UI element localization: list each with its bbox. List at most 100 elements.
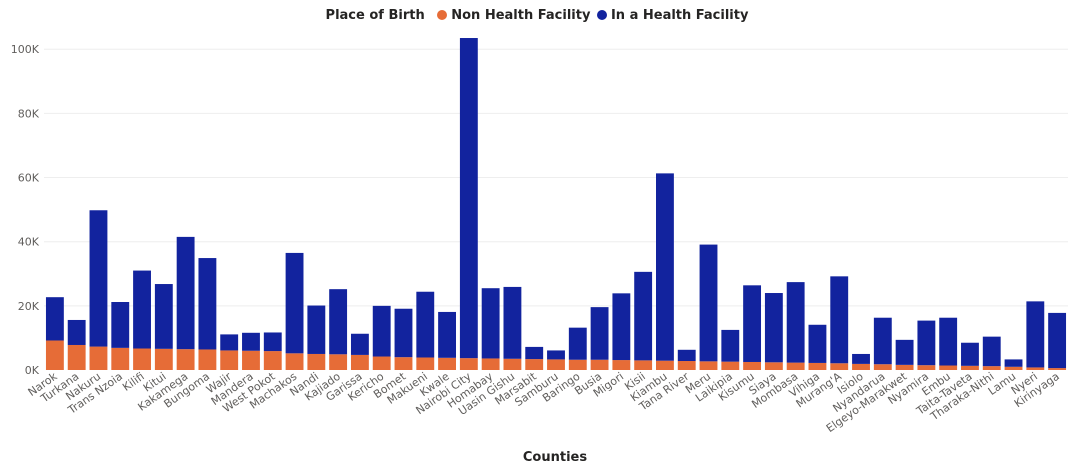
bar-non-health-facility-kericho[interactable] [372, 356, 391, 370]
bar-in-a-health-facility-samburu[interactable] [547, 350, 565, 360]
bar-in-a-health-facility-tharaka-nithi[interactable] [982, 336, 1001, 367]
bar-non-health-facility-laikipia[interactable] [721, 361, 740, 370]
bar-non-health-facility-marsabit[interactable] [525, 359, 544, 370]
bar-non-health-facility-embu[interactable] [939, 365, 958, 370]
bar-in-a-health-facility-embu[interactable] [939, 317, 958, 366]
bar-in-a-health-facility-nandi[interactable] [307, 305, 326, 354]
bar-non-health-facility-busia[interactable] [590, 359, 609, 370]
bar-non-health-facility-nakuru[interactable] [89, 346, 108, 370]
bar-non-health-facility-nyamira[interactable] [917, 365, 936, 370]
y-tick-label: 0K [25, 364, 40, 377]
bar-non-health-facility-baringo[interactable] [568, 359, 587, 370]
bar-in-a-health-facility-bungoma[interactable] [198, 258, 217, 350]
bar-non-health-facility-mandera[interactable] [242, 350, 260, 370]
bar-non-health-facility-kajiado[interactable] [329, 354, 348, 370]
bar-in-a-health-facility-murang-a[interactable] [830, 276, 849, 364]
bar-non-health-facility-meru[interactable] [699, 361, 718, 370]
bar-non-health-facility-uasin-gishu[interactable] [503, 358, 522, 370]
bar-in-a-health-facility-west-pokot[interactable] [263, 332, 282, 352]
bar-non-health-facility-kwale[interactable] [438, 357, 456, 370]
bar-non-health-facility-nairobi-city[interactable] [459, 358, 478, 370]
bar-in-a-health-facility-nairobi-city[interactable] [459, 38, 478, 359]
bar-in-a-health-facility-nyeri[interactable] [1026, 301, 1045, 368]
bar-in-a-health-facility-wajir[interactable] [220, 334, 239, 351]
bar-in-a-health-facility-marsabit[interactable] [525, 346, 544, 360]
bar-non-health-facility-kisii[interactable] [634, 360, 653, 370]
legend-title: Place of Birth [325, 8, 425, 23]
bar-non-health-facility-homabay[interactable] [481, 358, 500, 370]
bar-non-health-facility-garissa[interactable] [350, 354, 369, 370]
bar-non-health-facility-kakamega[interactable] [176, 349, 195, 370]
bar-non-health-facility-taita-taveta[interactable] [961, 365, 979, 370]
bar-in-a-health-facility-trans-nzoia[interactable] [111, 302, 130, 348]
bar-non-health-facility-nyeri[interactable] [1026, 367, 1045, 370]
bar-in-a-health-facility-kirinyaga[interactable] [1048, 312, 1067, 369]
bar-non-health-facility-migori[interactable] [612, 360, 631, 370]
bar-in-a-health-facility-bomet[interactable] [394, 308, 413, 358]
bar-in-a-health-facility-isiolo[interactable] [852, 353, 870, 364]
legend-item-non-health-facility[interactable]: Non Health Facility [437, 8, 590, 23]
bar-non-health-facility-nyandarua[interactable] [873, 364, 892, 370]
bar-non-health-facility-trans-nzoia[interactable] [111, 347, 130, 370]
bar-non-health-facility-wajir[interactable] [220, 350, 239, 370]
bar-non-health-facility-samburu[interactable] [547, 359, 565, 370]
bar-non-health-facility-siaya[interactable] [764, 362, 783, 370]
bar-non-health-facility-turkana[interactable] [67, 344, 86, 370]
bar-non-health-facility-kilifi[interactable] [133, 348, 151, 370]
bar-in-a-health-facility-elgeyo-marakwet[interactable] [895, 339, 914, 365]
bar-in-a-health-facility-kakamega[interactable] [176, 236, 195, 350]
bar-in-a-health-facility-kajiado[interactable] [329, 289, 348, 355]
bar-in-a-health-facility-kiambu[interactable] [656, 173, 674, 361]
bar-non-health-facility-elgeyo-marakwet[interactable] [895, 364, 914, 370]
bar-in-a-health-facility-nyandarua[interactable] [873, 317, 892, 365]
bar-in-a-health-facility-uasin-gishu[interactable] [503, 286, 522, 359]
bar-in-a-health-facility-kilifi[interactable] [133, 270, 151, 349]
bar-in-a-health-facility-narok[interactable] [45, 297, 64, 341]
bar-in-a-health-facility-machakos[interactable] [285, 252, 304, 354]
bar-non-health-facility-bomet[interactable] [394, 357, 413, 370]
bar-in-a-health-facility-kisii[interactable] [634, 271, 653, 361]
bar-non-health-facility-bungoma[interactable] [198, 349, 217, 370]
bar-non-health-facility-kisumu[interactable] [743, 361, 762, 370]
bar-in-a-health-facility-kitui[interactable] [154, 284, 173, 349]
bar-in-a-health-facility-vihiga[interactable] [808, 324, 827, 363]
bar-in-a-health-facility-makueni[interactable] [416, 291, 435, 358]
bar-in-a-health-facility-lamu[interactable] [1004, 359, 1023, 367]
bar-non-health-facility-machakos[interactable] [285, 353, 304, 370]
legend-dot-non-health-facility-icon [437, 10, 448, 20]
bar-in-a-health-facility-taita-taveta[interactable] [961, 342, 979, 366]
bar-in-a-health-facility-nakuru[interactable] [89, 210, 108, 347]
bar-in-a-health-facility-homabay[interactable] [481, 288, 500, 359]
bar-in-a-health-facility-mandera[interactable] [242, 332, 260, 351]
bar-non-health-facility-vihiga[interactable] [808, 362, 827, 370]
bar-in-a-health-facility-meru[interactable] [699, 244, 718, 362]
bar-non-health-facility-narok[interactable] [45, 340, 64, 370]
x-axis-title: Counties [522, 450, 588, 465]
bar-non-health-facility-kiambu[interactable] [656, 360, 674, 370]
bar-in-a-health-facility-siaya[interactable] [764, 293, 783, 363]
bar-in-a-health-facility-mombasa[interactable] [786, 282, 805, 363]
bar-non-health-facility-mombasa[interactable] [786, 362, 805, 370]
bar-non-health-facility-makueni[interactable] [416, 357, 435, 370]
bar-in-a-health-facility-kwale[interactable] [438, 311, 456, 358]
bar-in-a-health-facility-garissa[interactable] [350, 333, 369, 355]
bar-in-a-health-facility-busia[interactable] [590, 307, 609, 360]
bar-non-health-facility-murang-a[interactable] [830, 363, 849, 370]
bar-non-health-facility-isiolo[interactable] [852, 363, 870, 370]
bar-in-a-health-facility-nyamira[interactable] [917, 320, 936, 366]
bar-in-a-health-facility-baringo[interactable] [568, 327, 587, 360]
bar-non-health-facility-tana-river[interactable] [677, 361, 696, 370]
bar-in-a-health-facility-kericho[interactable] [372, 305, 391, 357]
bar-non-health-facility-west-pokot[interactable] [263, 351, 282, 370]
bar-in-a-health-facility-turkana[interactable] [67, 319, 86, 345]
bar-non-health-facility-tharaka-nithi[interactable] [982, 366, 1001, 370]
bar-non-health-facility-kitui[interactable] [154, 348, 173, 370]
bar-non-health-facility-lamu[interactable] [1004, 366, 1023, 370]
legend-item-in-a-health-facility[interactable]: In a Health Facility [596, 8, 748, 23]
bar-in-a-health-facility-laikipia[interactable] [721, 329, 740, 362]
bar-in-a-health-facility-kisumu[interactable] [743, 285, 762, 362]
bar-non-health-facility-kirinyaga[interactable] [1048, 368, 1067, 370]
bar-in-a-health-facility-migori[interactable] [612, 293, 631, 361]
bar-in-a-health-facility-tana-river[interactable] [677, 349, 696, 362]
bar-non-health-facility-nandi[interactable] [307, 353, 326, 370]
